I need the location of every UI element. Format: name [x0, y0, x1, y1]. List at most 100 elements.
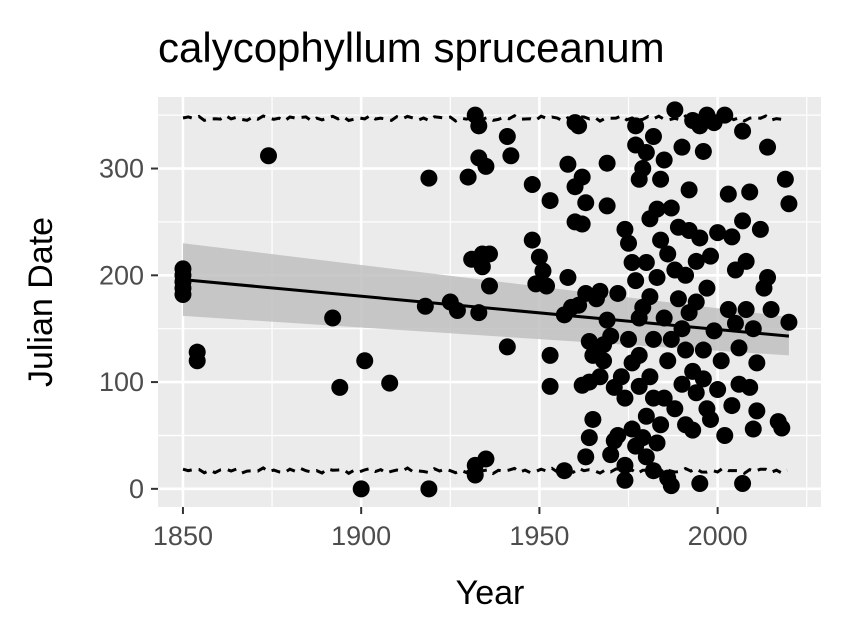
data-point [737, 300, 755, 318]
confidence-ribbon [182, 243, 789, 356]
data-point [776, 170, 794, 188]
data-point [541, 192, 559, 210]
x-axis-title: Year [456, 574, 525, 612]
data-point [630, 346, 648, 364]
data-point [673, 320, 691, 338]
data-point [702, 247, 719, 265]
data-point [716, 426, 734, 444]
data-point [498, 128, 516, 146]
data-point [260, 147, 277, 165]
data-point [694, 142, 712, 160]
data-point [598, 197, 616, 215]
data-point [498, 338, 516, 356]
x-tick-label: 1950 [509, 521, 569, 551]
data-point [691, 229, 709, 247]
data-point [620, 234, 638, 252]
ticks-layer: 1850 1900 1950 2000 0 100 200 300 [99, 154, 748, 551]
x-tick-label: 1850 [153, 521, 213, 551]
data-point [698, 279, 716, 297]
data-point [716, 106, 734, 124]
data-point [673, 375, 691, 393]
data-point [673, 138, 691, 156]
y-tick-label: 300 [99, 154, 144, 184]
data-point [470, 117, 488, 135]
data-point [734, 475, 752, 493]
data-point [637, 407, 655, 425]
data-point [687, 293, 705, 311]
data-point [598, 154, 616, 172]
data-point [174, 260, 192, 278]
data-point [709, 381, 727, 399]
data-point [637, 448, 655, 466]
data-point [634, 429, 652, 447]
data-point [595, 352, 613, 370]
data-point [655, 389, 673, 407]
data-point [762, 300, 780, 318]
x-tick-label: 2000 [688, 521, 748, 551]
data-point [687, 384, 705, 402]
data-point [612, 368, 630, 386]
data-point [669, 290, 687, 308]
trend-layer [182, 278, 790, 338]
data-point [623, 253, 641, 271]
data-point [737, 252, 755, 270]
data-point [677, 341, 695, 359]
data-point [655, 151, 673, 169]
data-point [420, 480, 438, 498]
data-point [644, 128, 662, 146]
chart-title: calycophyllum spruceanum [158, 24, 665, 71]
data-point [609, 284, 627, 302]
data-point [609, 426, 627, 444]
data-point [620, 330, 638, 348]
data-point [627, 272, 645, 290]
data-point [662, 477, 680, 495]
data-point [541, 377, 559, 395]
data-point [477, 157, 495, 175]
data-point [591, 368, 609, 386]
data-point [709, 224, 727, 242]
data-point [602, 327, 620, 345]
y-axis-title: Julian Date [22, 217, 60, 387]
data-point [744, 420, 762, 438]
data-point [481, 245, 498, 263]
data-point [759, 138, 777, 156]
data-point [584, 410, 602, 428]
data-point [616, 471, 634, 489]
data-point [473, 258, 491, 276]
data-point [541, 346, 559, 364]
data-point [602, 446, 620, 464]
data-point [530, 248, 548, 266]
data-point [773, 419, 791, 437]
data-point [641, 288, 659, 306]
data-point [662, 330, 680, 348]
data-point [726, 314, 744, 332]
data-point [648, 200, 666, 218]
data-point [659, 352, 677, 370]
data-point [662, 199, 680, 217]
data-point [659, 245, 677, 263]
data-point [644, 462, 662, 480]
trend-line [182, 278, 790, 338]
data-point [616, 220, 634, 238]
data-point [616, 389, 634, 407]
data-point [577, 194, 595, 212]
data-point [523, 176, 541, 194]
data-point [324, 309, 342, 327]
data-point [188, 343, 206, 361]
data-point [691, 475, 709, 493]
data-point [502, 147, 520, 165]
y-tick-label: 0 [129, 474, 144, 504]
data-point [748, 402, 766, 420]
data-point [759, 268, 777, 286]
data-point [573, 168, 591, 186]
data-point [666, 101, 684, 119]
data-point [712, 352, 730, 370]
data-point [705, 322, 723, 340]
data-point [580, 333, 598, 351]
data-point [580, 429, 598, 447]
data-point [352, 480, 370, 498]
data-point [637, 144, 655, 162]
data-point [637, 253, 655, 271]
data-point [627, 117, 645, 135]
data-point [652, 170, 670, 188]
